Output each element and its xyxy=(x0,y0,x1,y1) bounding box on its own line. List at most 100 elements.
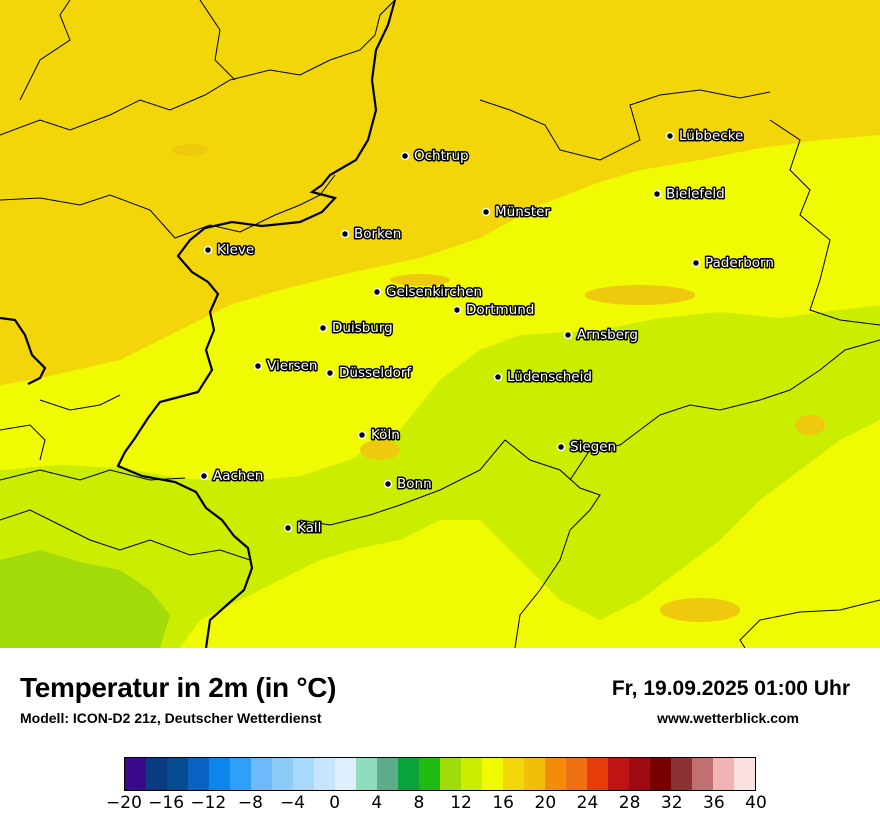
city-marker: Arnsberg xyxy=(563,326,639,345)
color-scale-segment xyxy=(503,758,524,790)
city-marker: Lübbecke xyxy=(665,127,745,146)
city-label: Düsseldorf xyxy=(339,365,412,381)
color-scale-segment xyxy=(125,758,146,790)
color-scale-segment xyxy=(419,758,440,790)
city-label: Aachen xyxy=(213,468,263,484)
color-scale-segment xyxy=(587,758,608,790)
color-scale-tick: 40 xyxy=(745,793,767,813)
city-marker: Bielefeld xyxy=(652,185,726,204)
color-scale-segment xyxy=(272,758,293,790)
temperature-zone-cool xyxy=(0,305,880,648)
color-scale-tick: −16 xyxy=(148,793,185,813)
city-marker: Duisburg xyxy=(318,319,394,338)
color-scale-segment xyxy=(608,758,629,790)
city-dot xyxy=(325,368,335,378)
color-scale-tick: 36 xyxy=(703,793,725,813)
city-label: Münster xyxy=(495,204,550,220)
color-scale-segment xyxy=(230,758,251,790)
city-label: Siegen xyxy=(570,439,616,455)
city-dot xyxy=(199,471,209,481)
city-marker: Bonn xyxy=(383,475,433,494)
website-link[interactable]: www.wetterblick.com xyxy=(657,710,799,726)
temperature-zone-coolest xyxy=(0,550,170,648)
color-scale-ticks: −20 −16 −12 −8 −4 0 4 8 12 16 20 24 28 32 36 40 xyxy=(106,793,767,823)
city-label: Viersen xyxy=(267,358,317,374)
city-marker: Viersen xyxy=(253,357,319,376)
city-label: Bonn xyxy=(397,476,432,492)
city-marker: Dortmund xyxy=(452,301,536,320)
color-scale-segment xyxy=(335,758,356,790)
city-marker: Siegen xyxy=(556,438,618,457)
color-scale-segment xyxy=(314,758,335,790)
city-marker: Ochtrup xyxy=(400,147,470,166)
city-dot xyxy=(318,323,328,333)
city-marker: Aachen xyxy=(199,467,265,486)
color-scale-tick: 28 xyxy=(618,793,641,813)
color-scale-tick: 32 xyxy=(660,793,683,813)
color-scale-segment xyxy=(377,758,398,790)
color-scale-tick: −20 xyxy=(106,793,142,813)
city-label: Lübbecke xyxy=(679,128,743,144)
color-scale-tick: −8 xyxy=(237,793,263,813)
city-marker: Köln xyxy=(357,426,401,445)
color-scale-segment xyxy=(461,758,482,790)
color-scale-tick: −4 xyxy=(280,793,306,813)
city-marker: Borken xyxy=(340,225,403,244)
color-scale-segment xyxy=(398,758,419,790)
city-label: Bielefeld xyxy=(666,186,725,202)
city-dot xyxy=(563,330,573,340)
city-label: Kleve xyxy=(217,242,254,258)
city-dot xyxy=(253,361,263,371)
color-scale-segment xyxy=(167,758,188,790)
color-scale-segment xyxy=(692,758,713,790)
city-label: Kall xyxy=(297,520,321,536)
city-dot xyxy=(203,245,213,255)
city-dot xyxy=(372,287,382,297)
city-dot xyxy=(665,131,675,141)
city-marker: Paderborn xyxy=(691,254,775,273)
city-label: Gelsenkirchen xyxy=(386,284,482,300)
city-markers: Lübbecke Ochtrup Bielefeld Münster Borken Kle… xyxy=(199,127,775,538)
map-title: Temperatur in 2m (in °C) xyxy=(20,672,337,703)
color-scale-tick: 16 xyxy=(492,793,515,813)
color-scale-segment xyxy=(440,758,461,790)
color-scale-tick: 8 xyxy=(413,793,425,813)
color-scale-tick: 0 xyxy=(329,793,341,813)
footer: Temperatur in 2m (in °C) Modell: ICON-D2… xyxy=(0,648,880,830)
city-label: Dortmund xyxy=(466,302,534,318)
city-marker: Kleve xyxy=(203,241,256,260)
city-dot xyxy=(340,229,350,239)
city-marker: Düsseldorf xyxy=(325,364,414,383)
color-scale-segment xyxy=(545,758,566,790)
city-label: Paderborn xyxy=(705,255,774,271)
color-scale-segment xyxy=(671,758,692,790)
color-scale-tick: 24 xyxy=(576,793,599,813)
city-dot xyxy=(357,430,367,440)
color-scale-segment xyxy=(650,758,671,790)
city-dot xyxy=(400,151,410,161)
city-label: Köln xyxy=(371,427,400,443)
city-label: Lüdenscheid xyxy=(507,369,592,385)
city-label: Ochtrup xyxy=(414,148,469,164)
city-label: Duisburg xyxy=(332,320,393,336)
color-scale-segment xyxy=(251,758,272,790)
city-dot xyxy=(691,258,701,268)
map-canvas: Lübbecke Ochtrup Bielefeld Münster Borken Kle… xyxy=(0,0,880,648)
color-scale-segment xyxy=(209,758,230,790)
city-label: Arnsberg xyxy=(577,327,638,343)
model-info: Modell: ICON-D2 21z, Deutscher Wetterdie… xyxy=(20,710,322,726)
color-scale-segment xyxy=(188,758,209,790)
city-dot xyxy=(283,523,293,533)
color-scale-segment xyxy=(482,758,503,790)
city-dot xyxy=(652,189,662,199)
color-scale-segment xyxy=(566,758,587,790)
city-marker: Gelsenkirchen xyxy=(372,283,484,302)
color-scale-segment xyxy=(629,758,650,790)
color-scale-tick: 4 xyxy=(371,793,383,813)
color-scale-tick: 20 xyxy=(534,793,557,813)
color-scale-segment xyxy=(146,758,167,790)
city-dot xyxy=(556,442,566,452)
color-scale-segment xyxy=(356,758,377,790)
color-scale-segment xyxy=(293,758,314,790)
city-marker: Münster xyxy=(481,203,552,222)
